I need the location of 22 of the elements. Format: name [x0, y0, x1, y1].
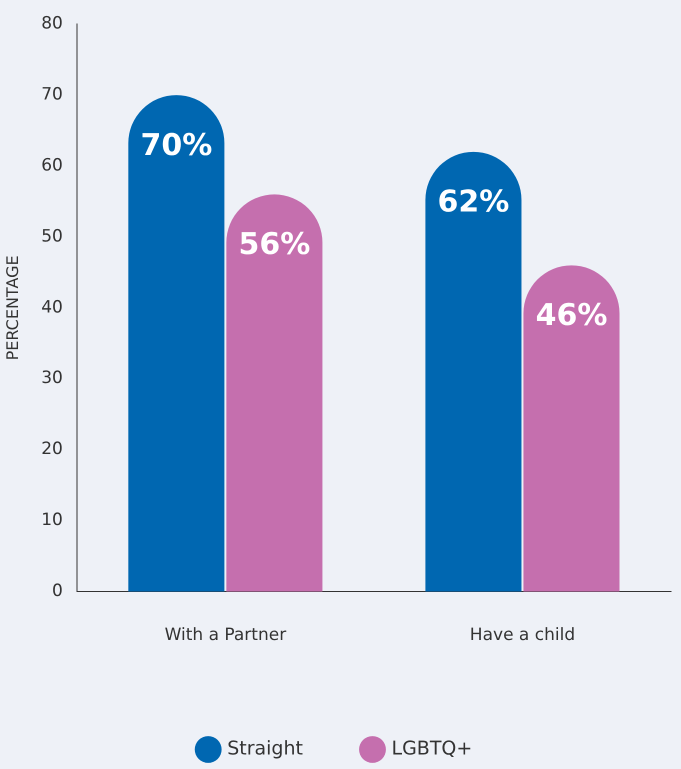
y-tick-label: 50 — [41, 226, 63, 246]
data-label: 56% — [238, 227, 310, 262]
data-label: 62% — [438, 184, 510, 220]
y-tick-label: 70 — [41, 84, 63, 105]
x-tick-label: With a Partner — [164, 625, 286, 646]
y-tick-label: 10 — [41, 510, 63, 530]
bar — [523, 265, 620, 592]
legend-label: LGBTQ+ — [391, 737, 472, 760]
legend-label: Straight — [227, 737, 303, 760]
y-tick-label: 80 — [41, 14, 63, 34]
data-label: 46% — [536, 298, 608, 334]
bar — [425, 152, 522, 592]
y-tick-label: 20 — [41, 439, 63, 460]
y-tick-label: 30 — [41, 368, 63, 388]
y-axis-title: PERCENTAGE — [2, 255, 22, 360]
bar — [226, 194, 322, 592]
y-tick-label: 60 — [41, 155, 63, 176]
bar — [128, 95, 224, 592]
data-label: 70% — [140, 128, 212, 163]
x-tick-label: Have a child — [470, 625, 576, 646]
y-tick-label: 40 — [41, 297, 63, 318]
y-tick-label: 0 — [52, 581, 63, 602]
